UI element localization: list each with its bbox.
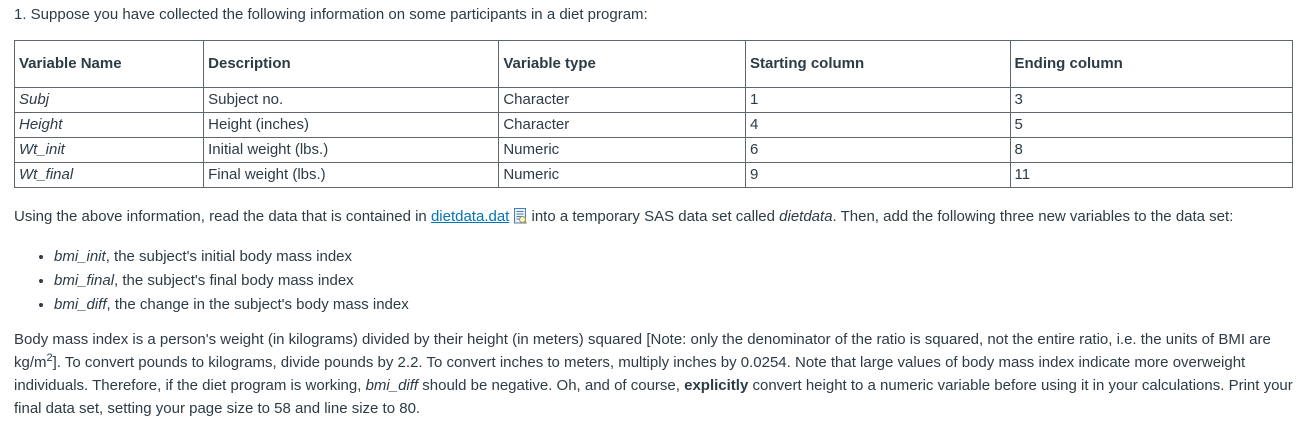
- variable-term: bmi_diff: [54, 296, 107, 313]
- col-header-variable-name: Variable Name: [13, 40, 205, 88]
- cell-ending-column: 8: [1009, 137, 1294, 163]
- intro-text-before-link: Using the above information, read the da…: [14, 208, 431, 225]
- variable-term: bmi_init: [54, 248, 106, 265]
- explicitly-emphasis: explicitly: [684, 377, 749, 394]
- list-item: bmi_diff, the change in the subject's bo…: [54, 295, 1293, 314]
- col-header-ending-column: Ending column: [1009, 40, 1294, 88]
- cell-description: Final weight (lbs.): [203, 162, 500, 188]
- intro-text-after-dataset: . Then, add the following three new vari…: [832, 208, 1234, 225]
- table-row: Height Height (inches) Character 4 5: [13, 112, 1294, 138]
- cell-variable-type: Numeric: [498, 162, 746, 188]
- intro-text-after-icon: into a temporary SAS data set called: [527, 208, 780, 225]
- cell-variable-name: Wt_final: [13, 162, 205, 188]
- col-header-variable-type: Variable type: [498, 40, 746, 88]
- body-text: Body mass index is a person's weight (in…: [14, 331, 1271, 371]
- cell-starting-column: 9: [744, 162, 1011, 188]
- cell-ending-column: 11: [1009, 162, 1294, 188]
- superscript-2: 2: [46, 352, 53, 364]
- cell-starting-column: 4: [744, 112, 1011, 138]
- cell-starting-column: 1: [744, 87, 1011, 113]
- variable-description: , the change in the subject's body mass …: [106, 296, 409, 313]
- cell-variable-type: Numeric: [498, 137, 746, 163]
- cell-description: Initial weight (lbs.): [203, 137, 500, 163]
- variable-description: , the subject's final body mass index: [114, 272, 354, 289]
- question-title: 1. Suppose you have collected the follow…: [14, 6, 648, 23]
- body-text: convert height to a numeric variable bef…: [14, 377, 1293, 417]
- cell-variable-type: Character: [498, 112, 746, 138]
- cell-description: Subject no.: [203, 87, 500, 113]
- table-row: Wt_init Initial weight (lbs.) Numeric 6 …: [13, 137, 1294, 163]
- cell-starting-column: 6: [744, 137, 1011, 163]
- table-row: Subj Subject no. Character 1 3: [13, 87, 1294, 113]
- cell-variable-name: Height: [13, 112, 205, 138]
- dataset-name: dietdata: [779, 208, 833, 225]
- col-header-starting-column: Starting column: [744, 40, 1011, 88]
- variable-term: bmi_final: [54, 272, 115, 289]
- dietdata-file-link[interactable]: dietdata.dat: [430, 208, 510, 225]
- list-item: bmi_init, the subject's initial body mas…: [54, 247, 1293, 266]
- body-text: should be negative. Oh, and of course,: [418, 377, 685, 394]
- table-row: Wt_final Final weight (lbs.) Numeric 9 1…: [13, 162, 1294, 188]
- bmi-diff-term: bmi_diff: [365, 377, 419, 394]
- list-item: bmi_final, the subject's final body mass…: [54, 271, 1293, 290]
- variable-description: , the subject's initial body mass index: [105, 248, 353, 265]
- bmi-explanation-paragraph: Body mass index is a person's weight (in…: [14, 328, 1293, 420]
- cell-variable-name: Subj: [13, 87, 205, 113]
- cell-ending-column: 3: [1009, 87, 1294, 113]
- instructions-paragraph: Using the above information, read the da…: [14, 205, 1293, 231]
- col-header-description: Description: [203, 40, 500, 88]
- cell-description: Height (inches): [203, 112, 500, 138]
- body-text: ]. To convert pounds to kilograms, divid…: [14, 354, 1246, 394]
- cell-variable-name: Wt_init: [13, 137, 205, 163]
- variables-table: Variable Name Description Variable type …: [13, 40, 1294, 188]
- cell-ending-column: 5: [1009, 112, 1294, 138]
- table-header-row: Variable Name Description Variable type …: [13, 40, 1294, 88]
- file-preview-icon[interactable]: [513, 208, 528, 231]
- new-variables-list: bmi_init, the subject's initial body mas…: [14, 247, 1293, 314]
- cell-variable-type: Character: [498, 87, 746, 113]
